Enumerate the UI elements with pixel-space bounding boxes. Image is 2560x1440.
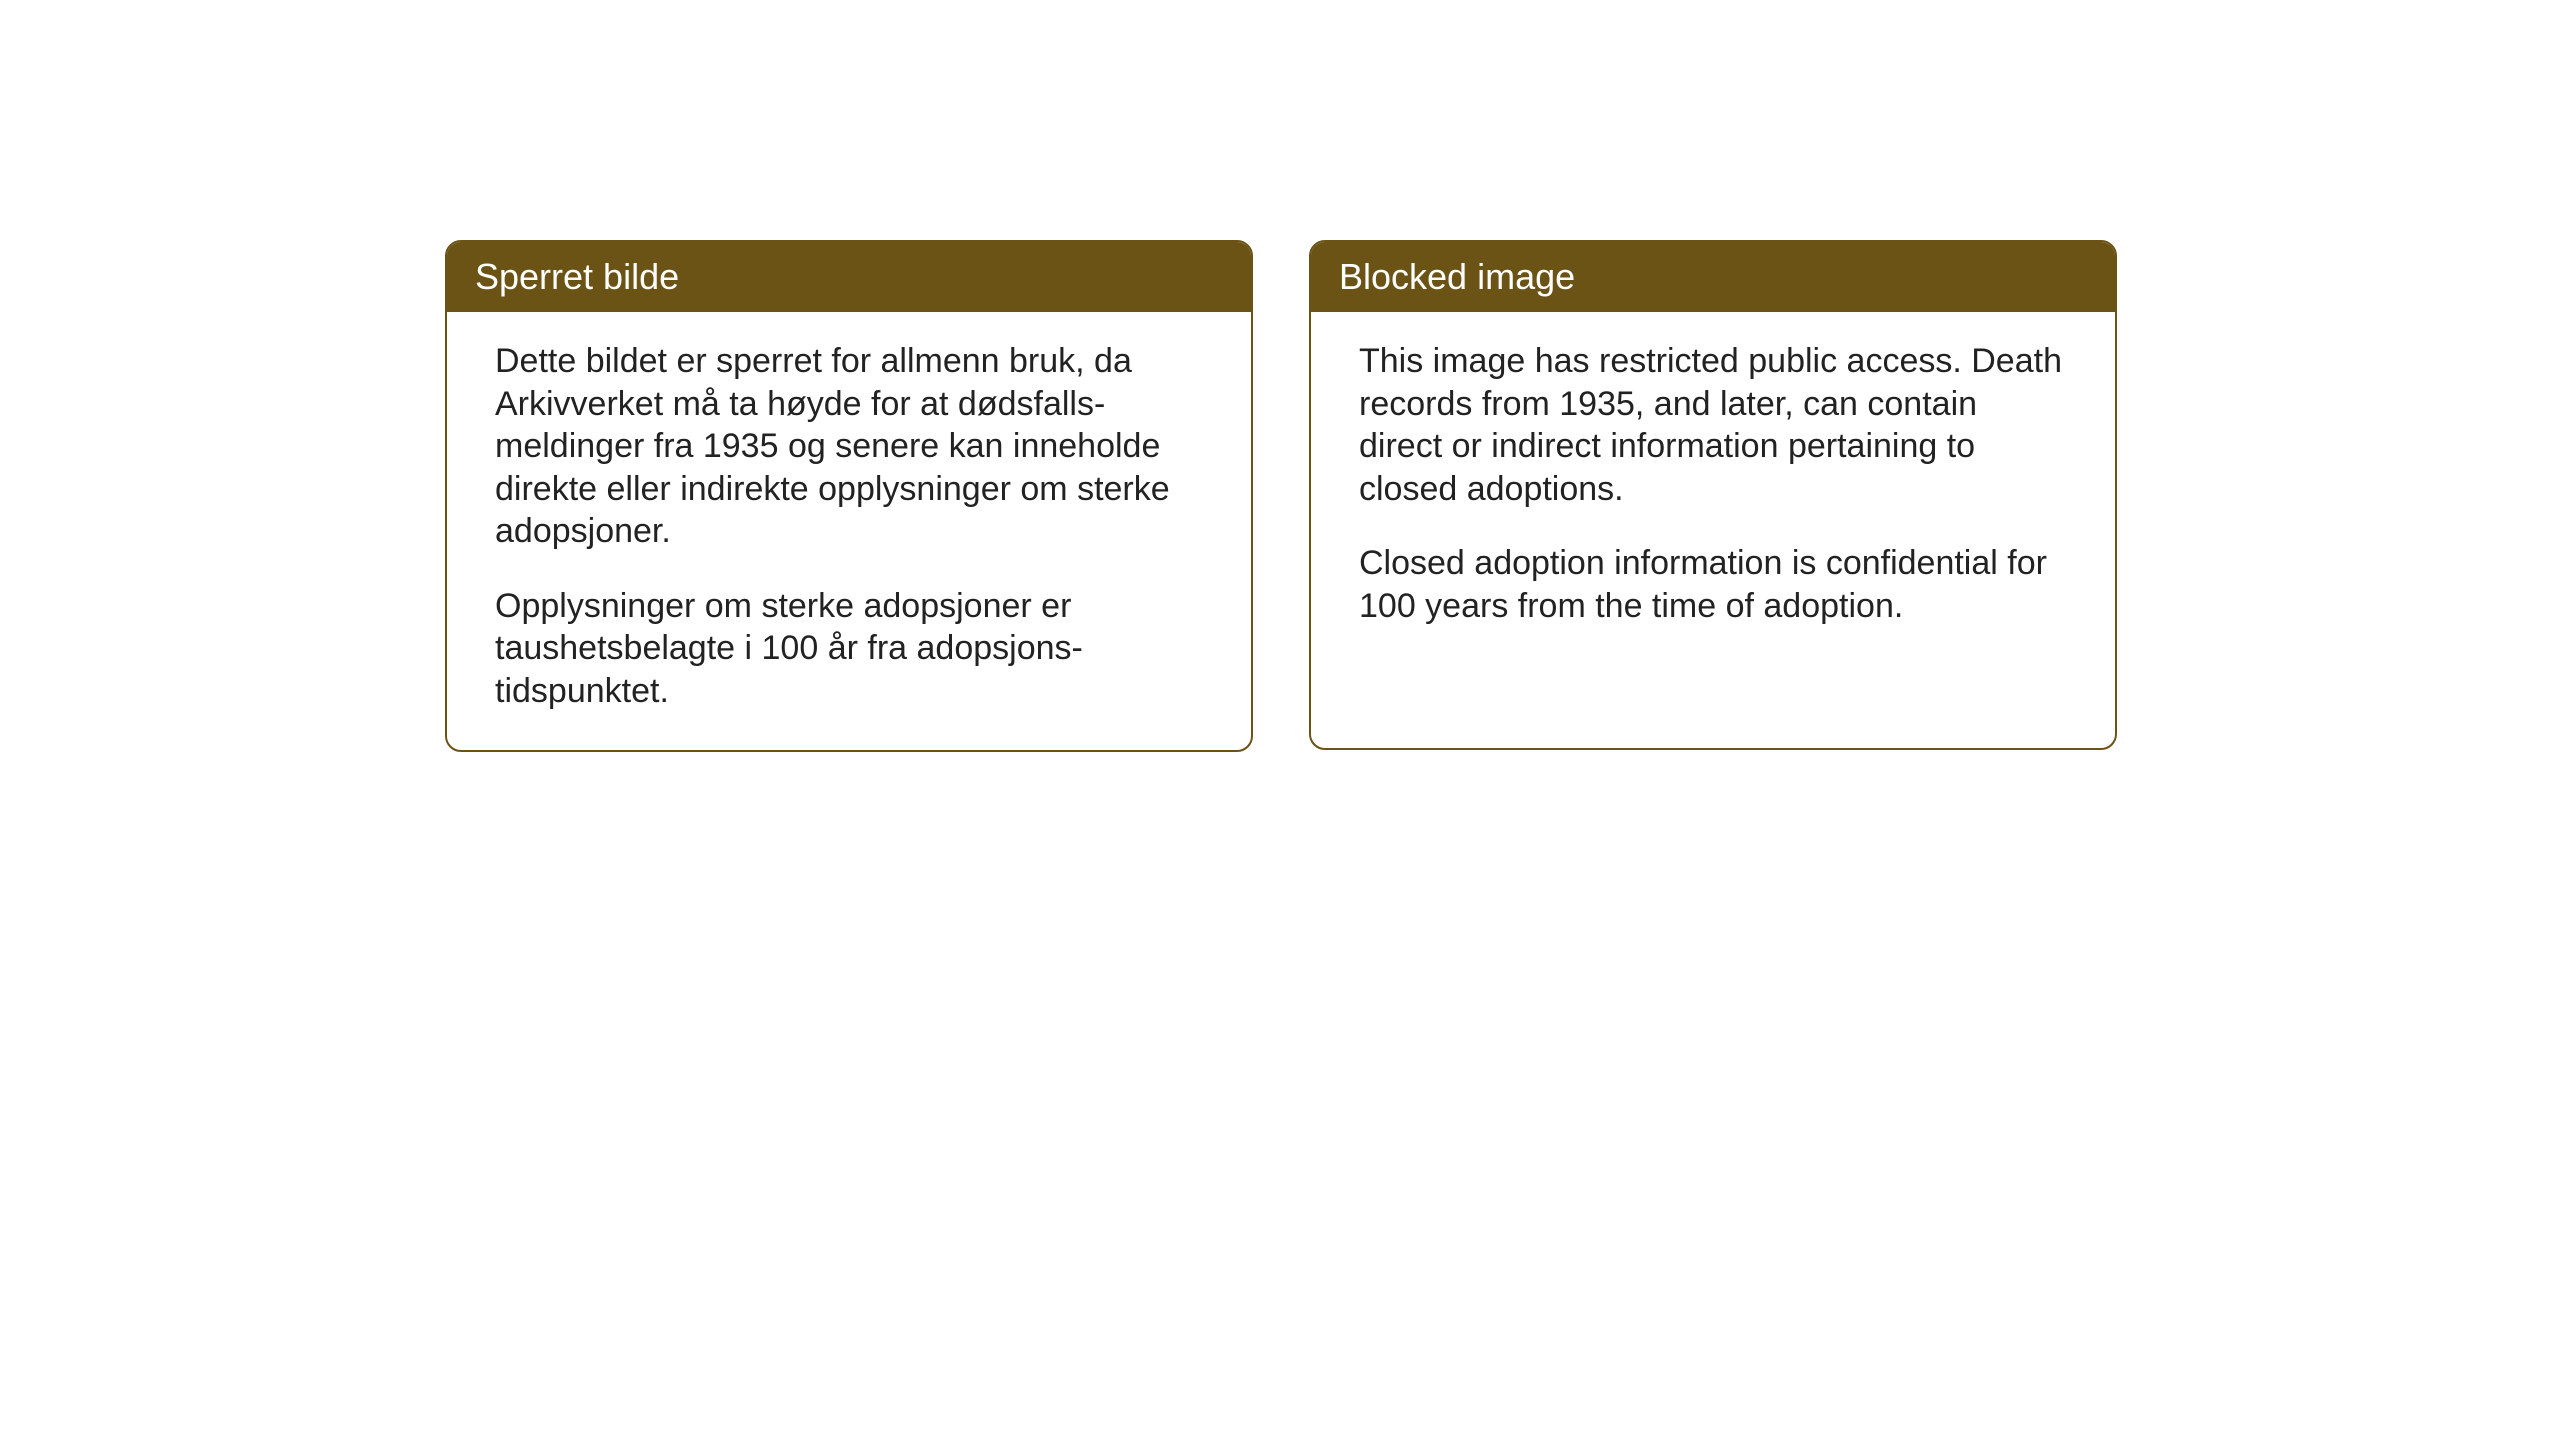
notice-paragraph-1-english: This image has restricted public access.… bbox=[1359, 340, 2067, 510]
notice-header-english: Blocked image bbox=[1311, 242, 2115, 312]
notice-paragraph-1-norwegian: Dette bildet er sperret for allmenn bruk… bbox=[495, 340, 1203, 553]
notice-body-norwegian: Dette bildet er sperret for allmenn bruk… bbox=[447, 312, 1251, 750]
notice-box-norwegian: Sperret bilde Dette bildet er sperret fo… bbox=[445, 240, 1253, 752]
notice-paragraph-2-norwegian: Opplysninger om sterke adopsjoner er tau… bbox=[495, 585, 1203, 713]
notice-header-norwegian: Sperret bilde bbox=[447, 242, 1251, 312]
notice-box-english: Blocked image This image has restricted … bbox=[1309, 240, 2117, 750]
notice-body-english: This image has restricted public access.… bbox=[1311, 312, 2115, 665]
notice-title-english: Blocked image bbox=[1339, 256, 1575, 297]
notice-container: Sperret bilde Dette bildet er sperret fo… bbox=[445, 240, 2117, 752]
notice-title-norwegian: Sperret bilde bbox=[475, 256, 679, 297]
notice-paragraph-2-english: Closed adoption information is confident… bbox=[1359, 542, 2067, 627]
